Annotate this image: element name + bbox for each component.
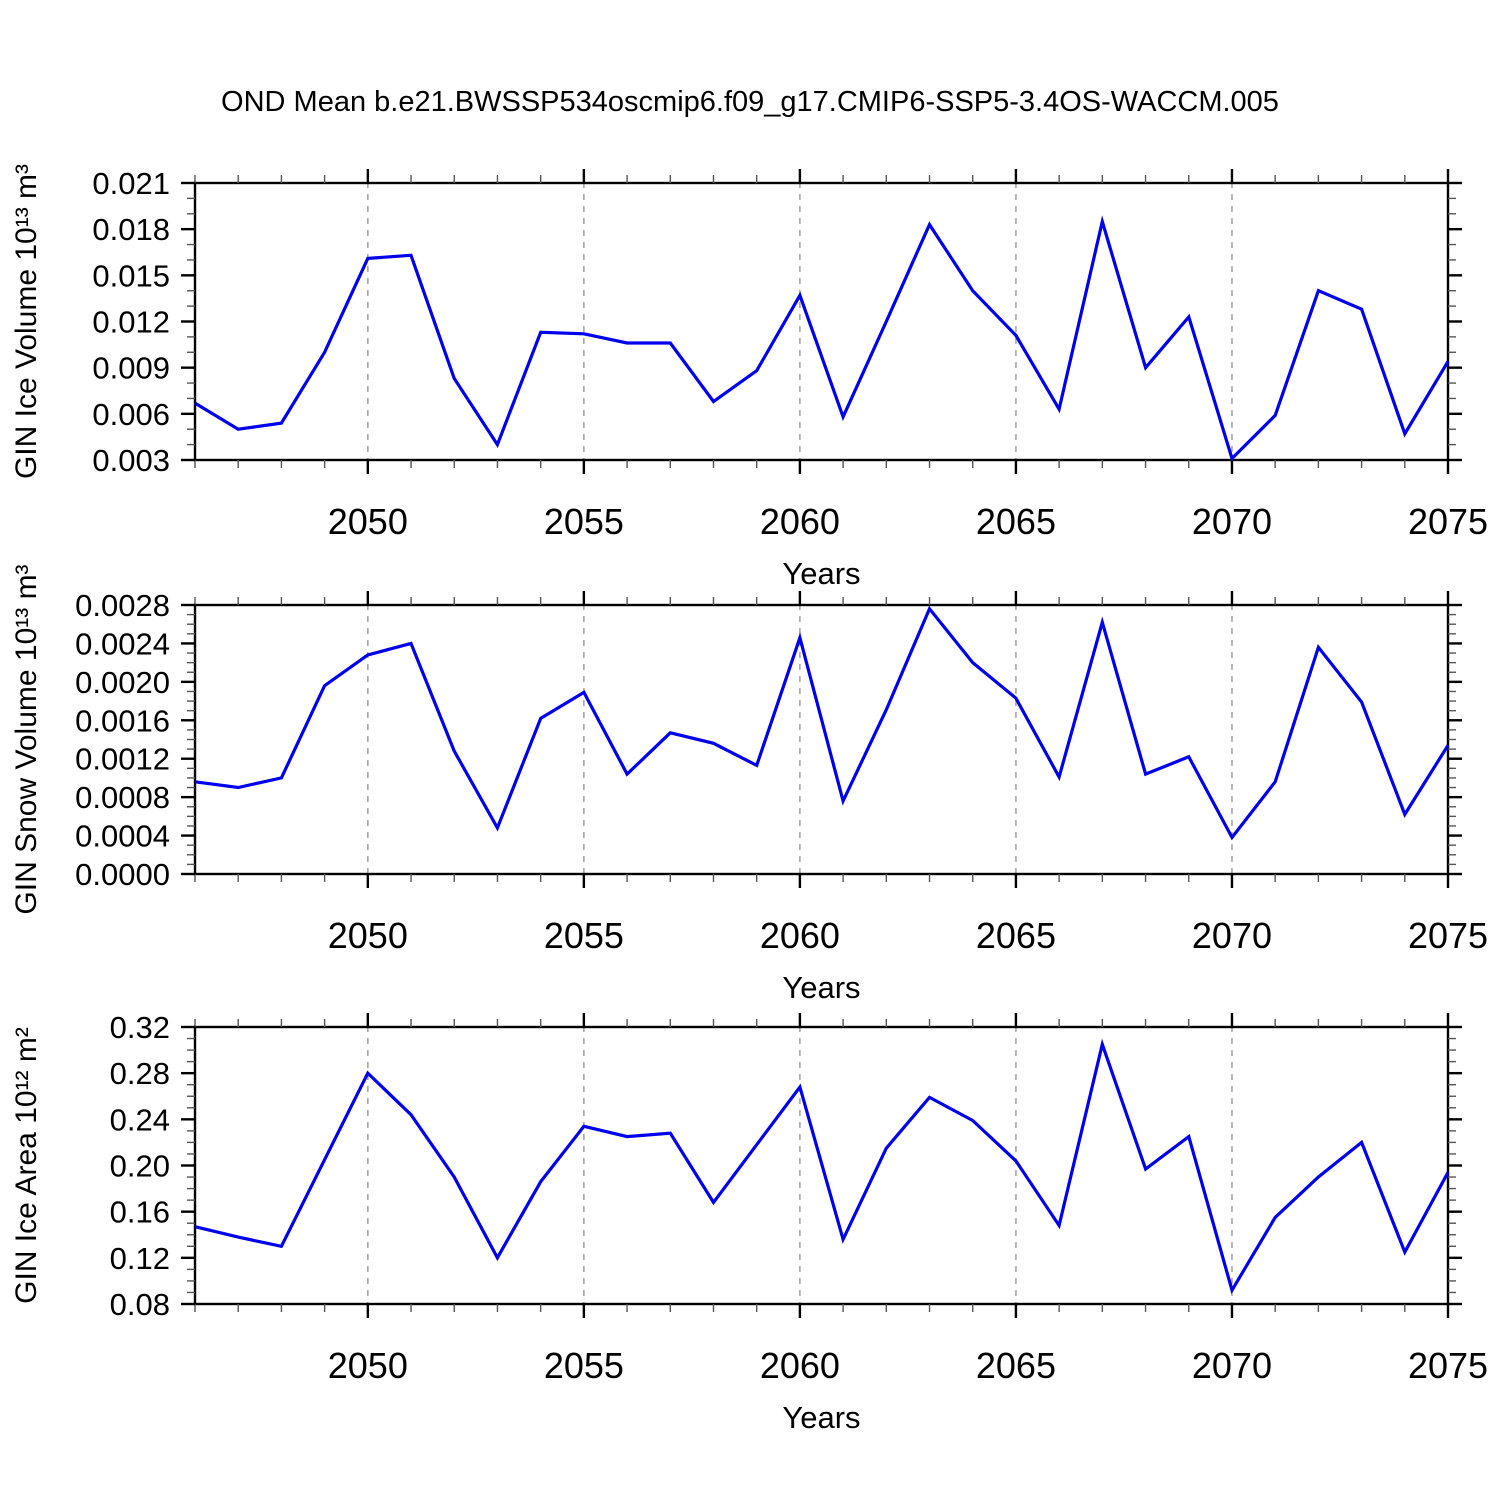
gin-ice-volume-line [194, 215, 1450, 462]
y-axis-title: GIN Snow Volume 10¹³ m³ [10, 564, 43, 914]
x-tick-label: 2055 [544, 501, 624, 542]
x-tick-label: 2065 [976, 915, 1056, 956]
y-tick-label: 0.0000 [75, 857, 170, 892]
x-tick-label: 2060 [760, 915, 840, 956]
y-tick-label: 0.08 [110, 1287, 170, 1322]
x-tick-label: 2060 [760, 1345, 840, 1386]
y-tick-label: 0.0012 [75, 742, 170, 777]
x-tick-label: 2065 [976, 501, 1056, 542]
x-tick-label: 2050 [328, 501, 408, 542]
figure-title: OND Mean b.e21.BWSSP534oscmip6.f09_g17.C… [221, 86, 1279, 118]
y-tick-label: 0.003 [92, 443, 170, 478]
x-axis-title: Years [782, 1400, 860, 1435]
y-tick-label: 0.009 [92, 351, 170, 386]
y-tick-label: 0.0028 [75, 588, 170, 623]
gin-snow-volume-frame [193, 603, 1450, 876]
y-tick-label: 0.0004 [75, 819, 170, 854]
y-tick-label: 0.12 [110, 1241, 170, 1276]
y-axis-title: GIN Ice Volume 10¹³ m³ [10, 164, 43, 479]
x-tick-label: 2070 [1192, 501, 1272, 542]
y-tick-label: 0.018 [92, 212, 170, 247]
y-tick-label: 0.006 [92, 397, 170, 432]
x-tick-label: 2055 [544, 1345, 624, 1386]
x-tick-label: 2075 [1408, 1345, 1488, 1386]
y-tick-label: 0.20 [110, 1149, 170, 1184]
x-tick-label: 2070 [1192, 915, 1272, 956]
gin-snow-volume-line [194, 605, 1450, 841]
x-tick-label: 2065 [976, 1345, 1056, 1386]
x-tick-label: 2075 [1408, 915, 1488, 956]
x-tick-label: 2075 [1408, 501, 1488, 542]
y-tick-label: 0.0024 [75, 626, 170, 661]
gin-ice-volume-frame [193, 181, 1450, 462]
y-tick-label: 0.32 [110, 1010, 170, 1045]
y-axis-title: GIN Ice Area 10¹² m² [10, 1027, 43, 1304]
x-tick-label: 2050 [328, 1345, 408, 1386]
y-tick-label: 0.28 [110, 1056, 170, 1091]
x-tick-label: 2050 [328, 915, 408, 956]
y-tick-label: 0.24 [110, 1102, 170, 1137]
y-tick-label: 0.015 [92, 258, 170, 293]
x-tick-label: 2070 [1192, 1345, 1272, 1386]
gin-ice-area-line [194, 1038, 1450, 1295]
y-tick-label: 0.012 [92, 305, 170, 340]
y-tick-label: 0.0020 [75, 665, 170, 700]
x-tick-label: 2055 [544, 915, 624, 956]
y-tick-label: 0.16 [110, 1195, 170, 1230]
y-tick-label: 0.0016 [75, 703, 170, 738]
x-axis-title: Years [782, 556, 860, 591]
x-axis-title: Years [782, 970, 860, 1005]
y-tick-label: 0.021 [92, 166, 170, 201]
y-tick-label: 0.0008 [75, 780, 170, 815]
x-tick-label: 2060 [760, 501, 840, 542]
gin-ice-area-panel: 0.08 0.12 0.16 0.20 0.24 0.28 0.32 2050 2055 2060… [10, 1010, 1488, 1435]
gin-ice-volume-panel: 0.003 0.006 0.009 0.012 0.015 0.018 0.021 2050 2… [10, 164, 1488, 591]
